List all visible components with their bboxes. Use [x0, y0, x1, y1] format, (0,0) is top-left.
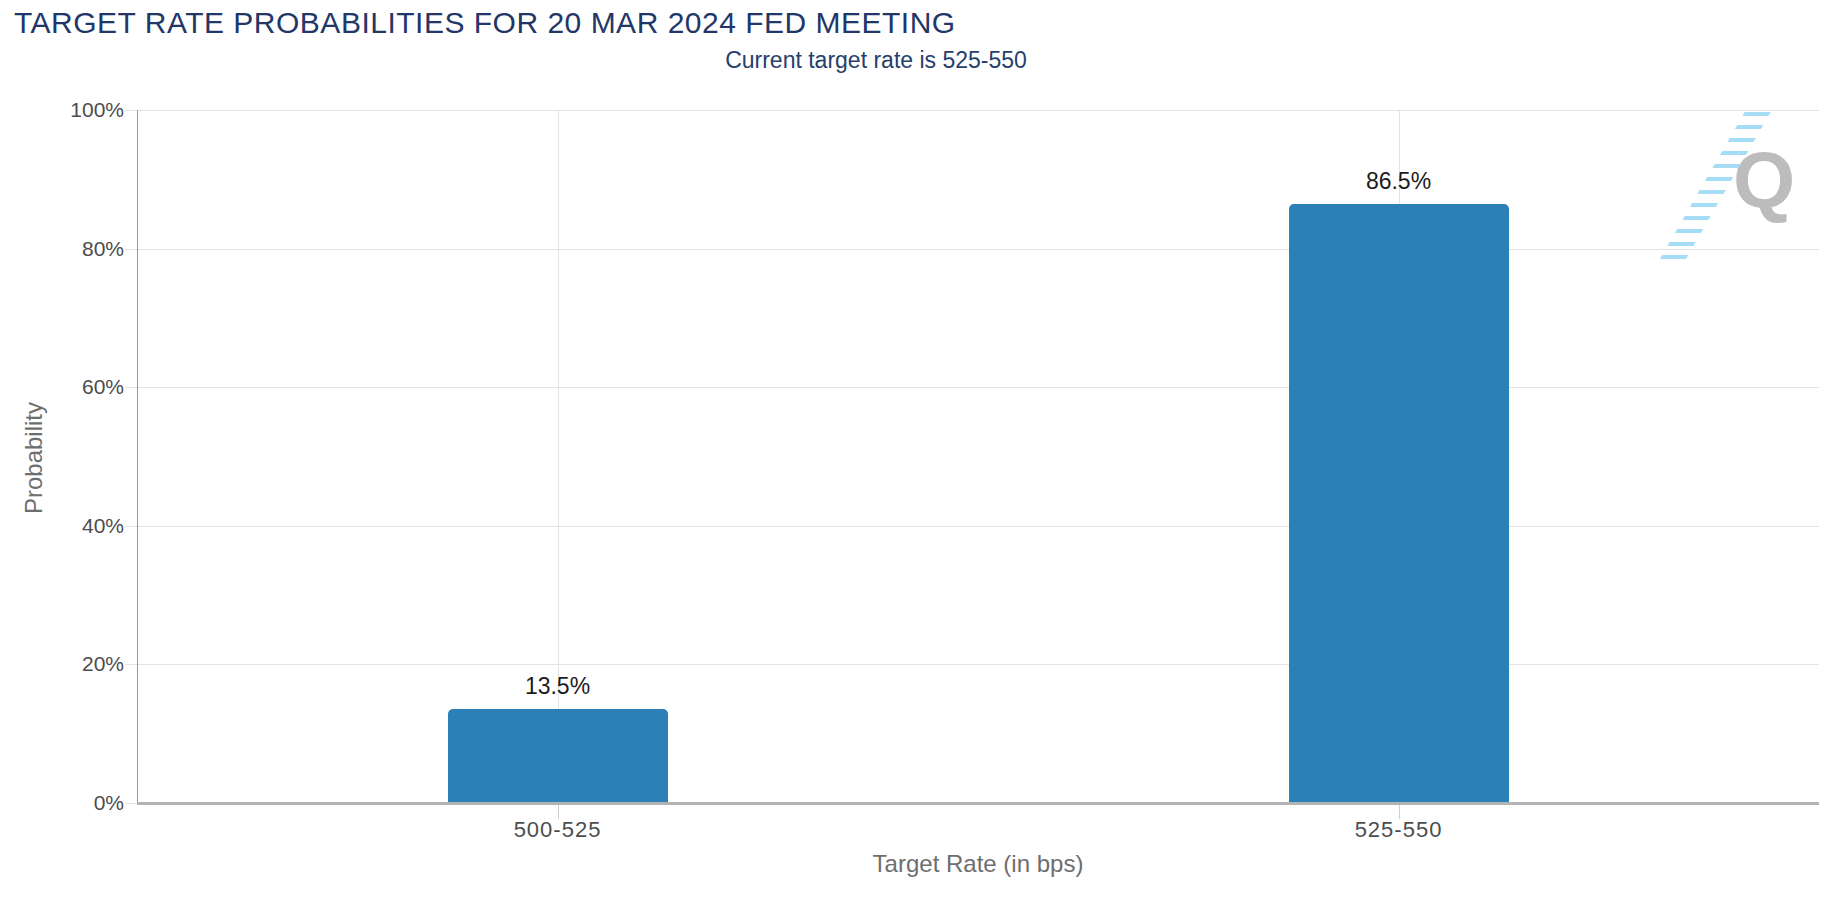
y-axis-line — [137, 110, 138, 803]
bar-value-label: 13.5% — [525, 673, 590, 700]
y-tick-mark — [125, 387, 137, 388]
x-tick-label: 500-525 — [514, 817, 602, 843]
x-tick-label: 525-550 — [1355, 817, 1443, 843]
grid-line-horizontal — [137, 110, 1819, 111]
y-tick-label: 40% — [0, 513, 124, 539]
bar[interactable] — [1289, 204, 1509, 803]
chart-subtitle: Current target rate is 525-550 — [725, 47, 1027, 74]
grid-line-horizontal — [137, 664, 1819, 665]
y-tick-mark — [125, 110, 137, 111]
grid-line-horizontal — [137, 526, 1819, 527]
y-tick-mark — [125, 803, 137, 804]
y-tick-mark — [125, 526, 137, 527]
bar-value-label: 86.5% — [1366, 168, 1431, 195]
y-tick-mark — [125, 664, 137, 665]
x-axis-line — [137, 802, 1819, 805]
y-axis-title: Probability — [20, 388, 48, 528]
chart-title: TARGET RATE PROBABILITIES FOR 20 MAR 202… — [14, 6, 956, 40]
y-tick-label: 60% — [0, 374, 124, 400]
x-axis-title: Target Rate (in bps) — [873, 850, 1084, 878]
grid-line-horizontal — [137, 387, 1819, 388]
y-tick-label: 100% — [0, 97, 124, 123]
grid-line-horizontal — [137, 249, 1819, 250]
y-tick-label: 80% — [0, 236, 124, 262]
bar[interactable] — [448, 709, 668, 803]
y-tick-mark — [125, 249, 137, 250]
fed-meeting-rate-probability-chart: TARGET RATE PROBABILITIES FOR 20 MAR 202… — [0, 0, 1829, 899]
y-tick-label: 0% — [0, 790, 124, 816]
y-tick-label: 20% — [0, 651, 124, 677]
